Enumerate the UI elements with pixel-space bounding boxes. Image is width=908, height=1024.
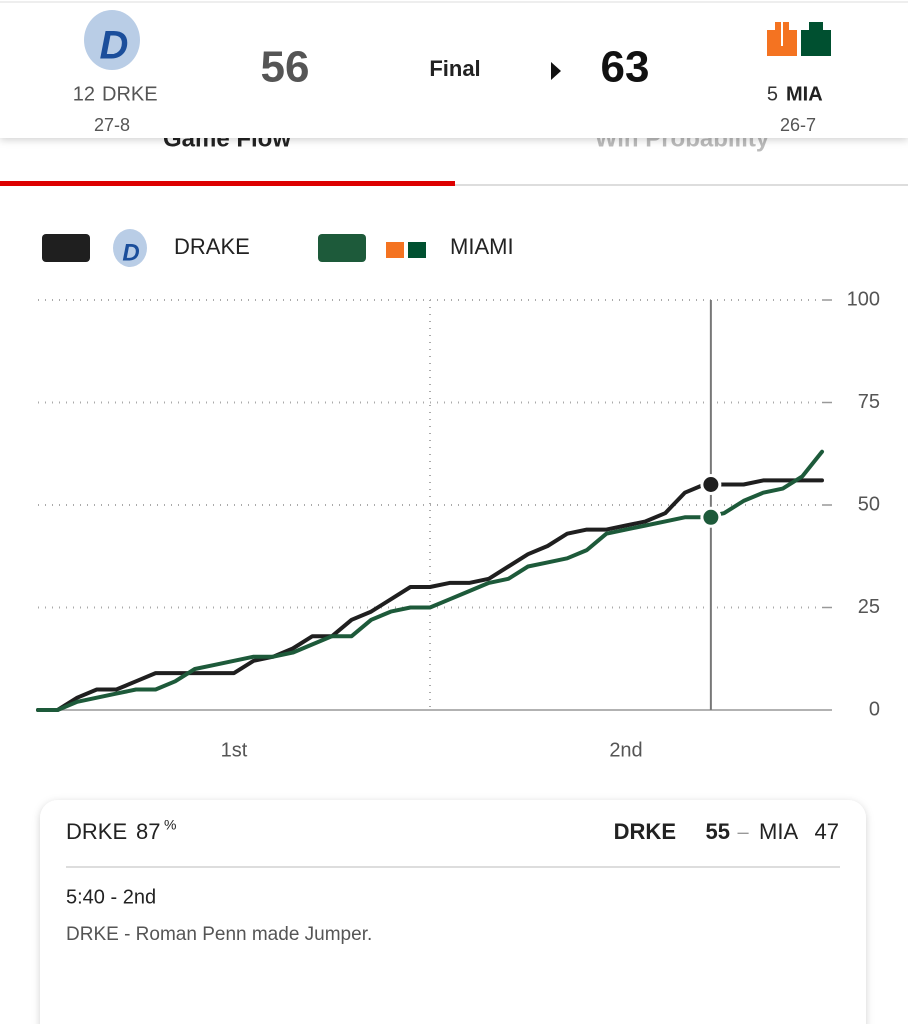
y-tick-label: 25 bbox=[858, 596, 880, 618]
score: 63 bbox=[601, 43, 650, 92]
separator: – bbox=[737, 821, 749, 843]
team-abbr: MIA bbox=[759, 819, 798, 844]
rank: 12 bbox=[73, 83, 95, 105]
score: 55 bbox=[706, 819, 730, 844]
score: 56 bbox=[261, 43, 310, 92]
y-tick-label: 75 bbox=[858, 391, 880, 413]
rank: 5 bbox=[767, 83, 778, 105]
play-card: DRKE 87 % DRKE 55 – MIA 47 5:40 - 2nd DR… bbox=[40, 800, 866, 1024]
tab-indicator bbox=[0, 181, 455, 186]
card-bg bbox=[40, 800, 866, 1024]
legend-swatch bbox=[42, 234, 90, 262]
status: Final bbox=[429, 56, 480, 81]
marker-dot bbox=[700, 506, 722, 528]
play-time: 5:40 - 2nd bbox=[66, 886, 156, 908]
play-text: DRKE - Roman Penn made Jumper. bbox=[66, 924, 372, 945]
y-tick-label: 100 bbox=[847, 288, 880, 310]
legend-logo: D bbox=[113, 229, 147, 267]
header: D 12 DRKE 27-8 56 Final 63 5 MIA 26-7 bbox=[0, 0, 908, 138]
legend-label: MIAMI bbox=[450, 234, 514, 259]
team-abbr: DRKE bbox=[614, 819, 676, 844]
drake-logo: D bbox=[84, 10, 140, 70]
winner-arrow bbox=[551, 62, 561, 80]
y-tick-label: 0 bbox=[869, 698, 880, 720]
unit: % bbox=[164, 817, 176, 833]
tab-border bbox=[455, 184, 908, 186]
x-tick-label: 2nd bbox=[609, 739, 642, 761]
record: 26-7 bbox=[780, 115, 816, 135]
marker-dot bbox=[700, 474, 722, 495]
header-bg bbox=[0, 0, 908, 138]
legend-label: DRAKE bbox=[174, 234, 250, 259]
x-tick-label: 1st bbox=[221, 739, 248, 761]
team-abbr: MIA bbox=[786, 83, 823, 105]
legend-logo bbox=[386, 242, 426, 258]
svg-text:D: D bbox=[100, 24, 129, 68]
team-abbr: DRKE bbox=[66, 819, 127, 844]
score-line bbox=[36, 449, 824, 712]
score: 47 bbox=[815, 819, 839, 844]
y-tick-label: 50 bbox=[858, 493, 880, 515]
svg-text:D: D bbox=[122, 239, 139, 266]
miami-logo bbox=[767, 22, 831, 56]
legend-swatch bbox=[318, 234, 366, 262]
record: 27-8 bbox=[94, 115, 130, 135]
team-abbr: DRKE bbox=[102, 83, 158, 105]
score-line bbox=[36, 478, 824, 712]
win-prob: 87 bbox=[136, 819, 160, 844]
